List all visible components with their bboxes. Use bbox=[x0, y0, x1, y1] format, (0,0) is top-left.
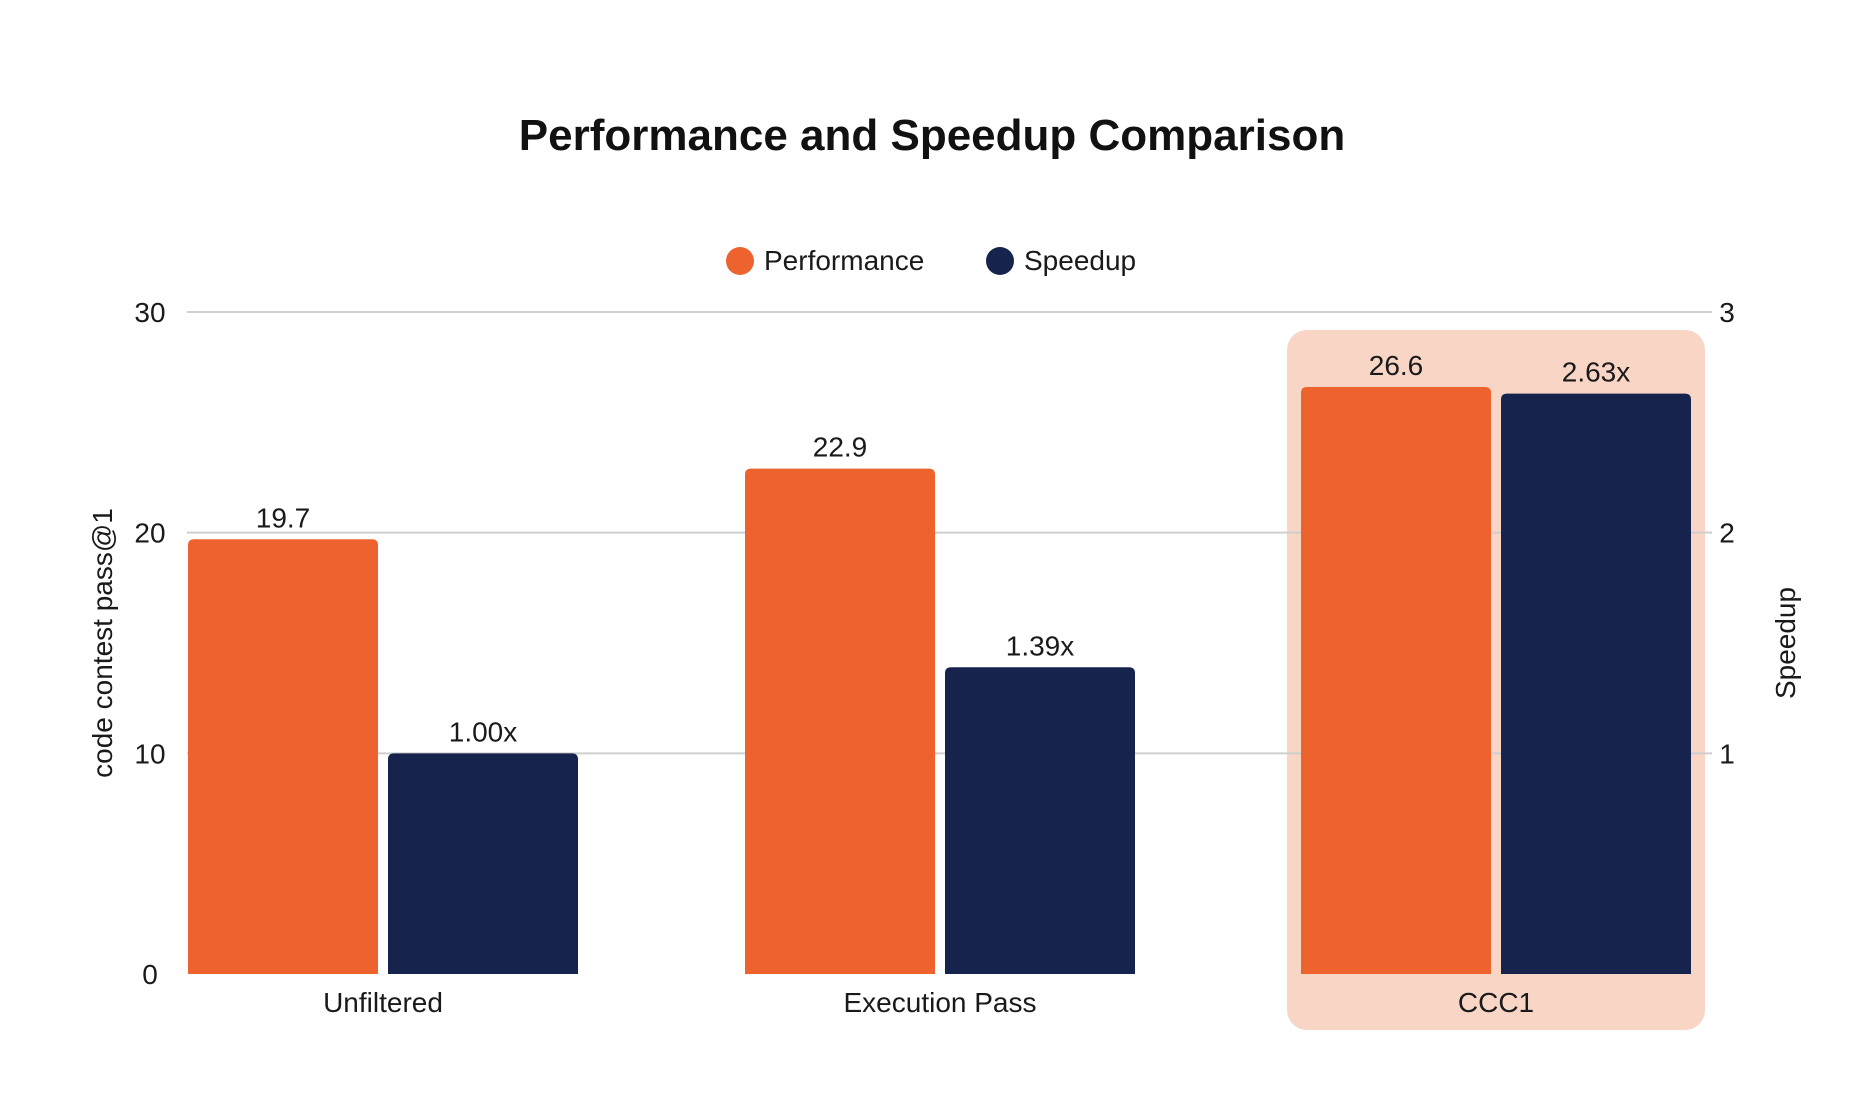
legend-label-performance: Performance bbox=[764, 245, 924, 276]
legend-swatch-speedup bbox=[986, 247, 1014, 275]
y2-tick-label: 1 bbox=[1719, 738, 1735, 769]
data-label-performance-unfiltered: 19.7 bbox=[256, 502, 311, 533]
legend-swatch-performance bbox=[726, 247, 754, 275]
data-label-speedup-unfiltered: 1.00x bbox=[449, 716, 518, 747]
y-tick-label: 20 bbox=[134, 518, 165, 549]
bar-performance-ccc1[interactable] bbox=[1301, 387, 1491, 974]
y2-tick-label: 3 bbox=[1719, 297, 1735, 328]
bar-speedup-ccc1[interactable] bbox=[1501, 393, 1691, 974]
bar-speedup-execution-pass[interactable] bbox=[945, 667, 1135, 974]
y-tick-label: 10 bbox=[134, 738, 165, 769]
y-axis-title: code contest pass@1 bbox=[87, 508, 118, 778]
y2-axis-title: Speedup bbox=[1770, 587, 1801, 699]
chart-title: Performance and Speedup Comparison bbox=[519, 111, 1345, 160]
x-tick-label-unfiltered: Unfiltered bbox=[323, 987, 443, 1018]
y-tick-label: 30 bbox=[134, 297, 165, 328]
x-tick-label-execution-pass: Execution Pass bbox=[844, 987, 1037, 1018]
legend-label-speedup: Speedup bbox=[1024, 245, 1136, 276]
bar-performance-unfiltered[interactable] bbox=[188, 539, 378, 974]
y2-tick-label: 2 bbox=[1719, 518, 1735, 549]
data-label-speedup-execution-pass: 1.39x bbox=[1006, 630, 1075, 661]
bar-speedup-unfiltered[interactable] bbox=[388, 753, 578, 974]
data-label-speedup-ccc1: 2.63x bbox=[1562, 357, 1631, 388]
bar-performance-execution-pass[interactable] bbox=[745, 468, 935, 974]
data-label-performance-execution-pass: 22.9 bbox=[813, 432, 868, 463]
data-label-performance-ccc1: 26.6 bbox=[1369, 350, 1424, 381]
y-tick-label: 0 bbox=[142, 959, 158, 990]
x-tick-label-ccc1: CCC1 bbox=[1458, 987, 1534, 1018]
